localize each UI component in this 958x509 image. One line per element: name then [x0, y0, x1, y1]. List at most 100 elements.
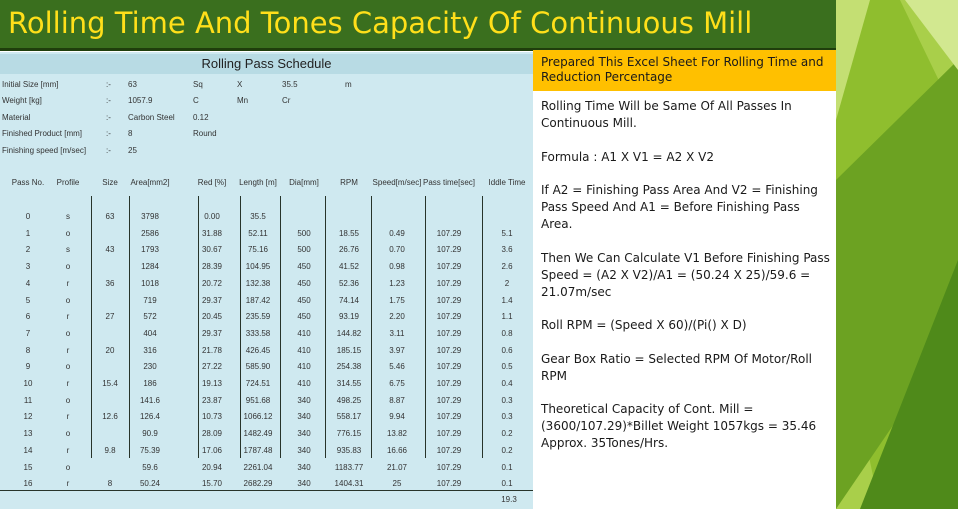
table-cell: 3798 — [141, 212, 159, 221]
table-cell: 0 — [25, 212, 31, 221]
table-cell: o — [65, 462, 71, 472]
info-value: 25 — [128, 146, 137, 155]
table-cell: 2 — [504, 278, 510, 288]
table-cell: 1404.31 — [334, 479, 364, 489]
table-cell: 1482.49 — [243, 429, 273, 439]
table-bottom-border — [0, 490, 533, 491]
note-text: Rolling Time Will be Same Of All Passes … — [541, 99, 792, 130]
table-cell: 28.39 — [201, 262, 223, 272]
column-divider — [198, 196, 199, 458]
table-cell: 951.68 — [245, 395, 271, 405]
table-cell: 450 — [297, 312, 311, 322]
table-cell: 9.94 — [389, 412, 405, 422]
table-cell: 0.6 — [501, 345, 513, 355]
table-cell: 254.38 — [336, 362, 362, 372]
table-cell: s — [66, 212, 70, 221]
sheet-heading: Rolling Pass Schedule — [0, 54, 533, 74]
info-value: m — [345, 80, 352, 89]
table-cell: 340 — [297, 462, 311, 472]
table-cell: 426.45 — [245, 345, 271, 355]
info-value: 35.5 — [282, 80, 298, 89]
info-sep: :- — [106, 80, 111, 89]
table-cell: 10 — [23, 379, 33, 388]
table-cell: 90.9 — [142, 429, 158, 439]
table-cell: 21.07 — [386, 462, 408, 472]
table-cell: r — [66, 479, 70, 489]
pass-schedule-table: Pass No. Profile Size Area[mm2] Red [%] Lengt… — [0, 172, 533, 504]
note-text: Theoretical Capacity of Cont. Mill = (36… — [541, 402, 817, 450]
table-cell: 1.4 — [501, 295, 513, 305]
table-cell: 107.29 — [436, 328, 462, 338]
info-sep: :- — [106, 113, 111, 122]
table-cell: 6 — [25, 312, 31, 322]
info-label: Initial Size [mm] — [2, 80, 59, 89]
table-cell: 8.87 — [389, 395, 405, 405]
table-cell: 16 — [23, 479, 33, 489]
table-cell: 935.83 — [336, 445, 362, 455]
table-cell: 0.98 — [389, 262, 405, 272]
table-cell: 132.38 — [245, 278, 271, 288]
table-cell: 28.09 — [201, 429, 223, 439]
table-cell: 63 — [105, 212, 115, 221]
table-cell: r — [66, 312, 70, 322]
table-cell: r — [66, 412, 70, 422]
table-cell: 15.70 — [201, 479, 223, 489]
table-cell: 235.59 — [245, 312, 271, 322]
note-text: Then We Can Calculate V1 Before Finishin… — [541, 251, 830, 299]
table-cell: 0.1 — [501, 462, 513, 472]
table-cell: 107.29 — [436, 462, 462, 472]
table-cell: 141.6 — [139, 395, 161, 405]
table-cell: 9.8 — [104, 445, 116, 455]
table-cell: 19.13 — [201, 379, 223, 388]
table-cell: o — [65, 228, 71, 238]
table-cell: 15 — [23, 462, 33, 472]
table-cell: 35.5 — [250, 212, 266, 221]
info-value: 1057.9 — [128, 96, 153, 105]
info-value: C — [193, 96, 199, 105]
table-cell: 2.20 — [389, 312, 405, 322]
table-cell: 410 — [297, 362, 311, 372]
table-cell: 126.4 — [139, 412, 161, 422]
column-divider — [91, 196, 92, 458]
table-cell: 25 — [392, 479, 402, 489]
column-header: RPM — [340, 178, 358, 187]
table-cell: 107.29 — [436, 245, 462, 255]
table-cell: 340 — [297, 445, 311, 455]
table-cell: 776.15 — [336, 429, 362, 439]
table-cell: 5.46 — [389, 362, 405, 372]
table-cell: 20.94 — [201, 462, 223, 472]
table-cell: 340 — [297, 479, 311, 489]
table-cell: 572 — [143, 312, 157, 322]
table-cell: 5.1 — [501, 228, 513, 238]
table-cell: 20 — [105, 345, 115, 355]
table-cell: 11 — [23, 395, 33, 405]
table-cell: 107.29 — [436, 228, 462, 238]
column-header: Dia[mm] — [289, 178, 319, 187]
table-cell: 93.19 — [338, 312, 360, 322]
table-cell: 6.75 — [389, 379, 405, 388]
table-cell: 107.29 — [436, 295, 462, 305]
table-cell: 1284 — [141, 262, 159, 272]
table-cell: 10.73 — [201, 412, 223, 422]
table-cell: r — [66, 379, 70, 388]
table-cell: 1 — [25, 228, 31, 238]
column-header: Red [%] — [197, 178, 227, 187]
table-cell: 9 — [25, 362, 31, 372]
table-cell: 410 — [297, 379, 311, 388]
table-cell: 27 — [105, 312, 115, 322]
info-label: Weight [kg] — [2, 96, 42, 105]
table-cell: 724.51 — [245, 379, 271, 388]
info-sep: :- — [106, 129, 111, 138]
table-cell: o — [65, 429, 71, 439]
column-divider — [425, 196, 426, 458]
table-cell: 2261.04 — [243, 462, 273, 472]
table-cell: 15.4 — [102, 379, 118, 388]
table-cell: 14 — [23, 445, 33, 455]
table-cell: 0.2 — [501, 445, 513, 455]
table-cell: 1.23 — [389, 278, 405, 288]
column-divider — [371, 196, 372, 458]
table-cell: 107.29 — [436, 345, 462, 355]
table-cell: 187.42 — [245, 295, 271, 305]
table-cell: 1787.48 — [243, 445, 273, 455]
table-cell: 12.6 — [102, 412, 118, 422]
